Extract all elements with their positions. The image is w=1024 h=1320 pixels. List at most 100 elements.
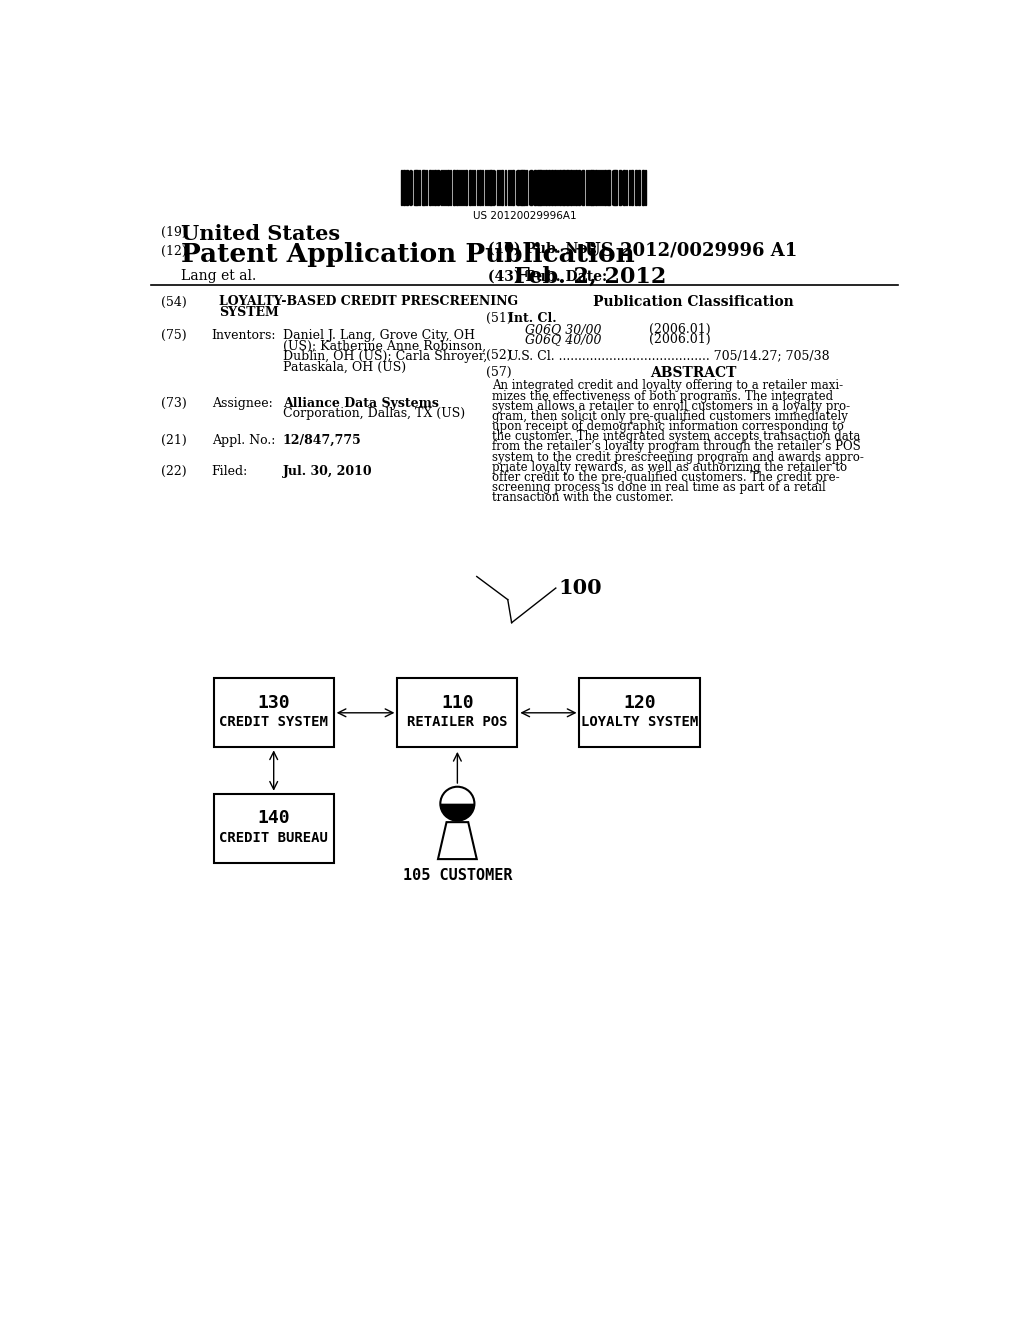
Text: (12): (12) <box>161 244 186 257</box>
Text: from the retailer’s loyalty program through the retailer’s POS: from the retailer’s loyalty program thro… <box>493 441 861 453</box>
Text: 105 CUSTOMER: 105 CUSTOMER <box>402 869 512 883</box>
Text: the customer. The integrated system accepts transaction data: the customer. The integrated system acce… <box>493 430 860 444</box>
Text: upon receipt of demographic information corresponding to: upon receipt of demographic information … <box>493 420 844 433</box>
Bar <box>400 170 402 205</box>
Text: (73): (73) <box>161 397 186 411</box>
Text: Inventors:: Inventors: <box>212 330 276 342</box>
Text: CREDIT BUREAU: CREDIT BUREAU <box>219 830 328 845</box>
Text: Feb. 2, 2012: Feb. 2, 2012 <box>514 267 667 288</box>
Text: (21): (21) <box>161 434 186 447</box>
Bar <box>618 170 621 205</box>
Text: RETAILER POS: RETAILER POS <box>408 715 508 729</box>
Text: G06Q 30/00: G06Q 30/00 <box>524 323 601 335</box>
Text: 120: 120 <box>624 694 655 711</box>
Bar <box>538 170 540 205</box>
Text: 100: 100 <box>558 578 602 598</box>
Bar <box>615 170 617 205</box>
Text: 12/847,775: 12/847,775 <box>283 434 361 447</box>
Text: LOYALTY-BASED CREDIT PRESCREENING: LOYALTY-BASED CREDIT PRESCREENING <box>219 296 518 309</box>
Bar <box>635 170 637 205</box>
Bar <box>479 170 480 205</box>
Bar <box>629 170 630 205</box>
Text: priate loyalty rewards, as well as authorizing the retailer to: priate loyalty rewards, as well as autho… <box>493 461 848 474</box>
Text: (57): (57) <box>486 367 512 379</box>
Bar <box>426 170 427 205</box>
Text: SYSTEM: SYSTEM <box>219 306 280 319</box>
Bar <box>517 170 518 205</box>
Bar <box>442 170 444 205</box>
Text: (75): (75) <box>161 330 186 342</box>
Bar <box>607 170 608 205</box>
Text: Patent Application Publication: Patent Application Publication <box>180 242 635 267</box>
Bar <box>572 170 574 205</box>
Text: screening process is done in real time as part of a retail: screening process is done in real time a… <box>493 480 826 494</box>
Bar <box>580 678 699 747</box>
Bar <box>459 170 461 205</box>
Text: (22): (22) <box>161 465 186 478</box>
Text: (US); Katherine Anne Robinson,: (US); Katherine Anne Robinson, <box>283 339 486 352</box>
Bar <box>638 170 640 205</box>
Bar <box>419 170 420 205</box>
Circle shape <box>440 787 474 821</box>
Bar <box>403 170 404 205</box>
Bar <box>407 170 408 205</box>
Text: (43) Pub. Date:: (43) Pub. Date: <box>488 269 607 284</box>
Bar <box>465 170 467 205</box>
Bar <box>525 170 527 205</box>
Bar <box>474 170 475 205</box>
Bar <box>631 170 633 205</box>
Bar <box>595 170 597 205</box>
Text: (10) Pub. No.:: (10) Pub. No.: <box>488 242 598 256</box>
Bar <box>592 170 594 205</box>
Text: offer credit to the pre-qualified customers. The credit pre-: offer credit to the pre-qualified custom… <box>493 471 840 484</box>
Bar <box>613 170 614 205</box>
Bar <box>463 170 464 205</box>
Text: 110: 110 <box>441 694 474 711</box>
Text: Daniel J. Lang, Grove City, OH: Daniel J. Lang, Grove City, OH <box>283 330 475 342</box>
Text: Lang et al.: Lang et al. <box>180 269 256 284</box>
Text: (52): (52) <box>486 350 512 363</box>
Text: G06Q 40/00: G06Q 40/00 <box>524 333 601 346</box>
Text: transaction with the customer.: transaction with the customer. <box>493 491 674 504</box>
Text: Appl. No.:: Appl. No.: <box>212 434 275 447</box>
Text: (51): (51) <box>486 313 512 326</box>
Text: LOYALTY SYSTEM: LOYALTY SYSTEM <box>581 715 698 729</box>
Bar <box>512 170 514 205</box>
Bar <box>541 170 542 205</box>
Bar <box>397 678 517 747</box>
Bar <box>214 793 334 863</box>
Bar <box>543 170 544 205</box>
Text: An integrated credit and loyalty offering to a retailer maxi-: An integrated credit and loyalty offerin… <box>493 379 844 392</box>
Text: Jul. 30, 2010: Jul. 30, 2010 <box>283 465 373 478</box>
Text: 140: 140 <box>257 809 290 828</box>
Bar <box>551 170 554 205</box>
Text: (2006.01): (2006.01) <box>649 323 711 335</box>
Bar <box>583 170 585 205</box>
Text: U.S. Cl. ....................................... 705/14.27; 705/38: U.S. Cl. ...............................… <box>508 350 829 363</box>
Bar <box>530 170 531 205</box>
Bar <box>417 170 418 205</box>
Bar <box>447 170 449 205</box>
Bar <box>522 170 525 205</box>
Text: system allows a retailer to enroll customers in a loyalty pro-: system allows a retailer to enroll custo… <box>493 400 850 413</box>
Bar <box>456 170 458 205</box>
Bar <box>559 170 561 205</box>
Bar <box>214 678 334 747</box>
Text: system to the credit prescreening program and awards appro-: system to the credit prescreening progra… <box>493 450 864 463</box>
Wedge shape <box>440 804 474 821</box>
Text: mizes the effectiveness of both programs. The integrated: mizes the effectiveness of both programs… <box>493 389 834 403</box>
Text: 130: 130 <box>257 694 290 711</box>
Text: US 2012/0029996 A1: US 2012/0029996 A1 <box>586 242 798 260</box>
Text: Filed:: Filed: <box>212 465 248 478</box>
Text: (54): (54) <box>161 296 186 309</box>
Polygon shape <box>438 822 477 859</box>
Text: Assignee:: Assignee: <box>212 397 272 411</box>
Bar <box>505 170 506 205</box>
Bar <box>484 170 486 205</box>
Bar <box>554 170 556 205</box>
Bar <box>598 170 599 205</box>
Bar <box>423 170 425 205</box>
Bar <box>545 170 547 205</box>
Bar <box>520 170 521 205</box>
Bar <box>645 170 646 205</box>
